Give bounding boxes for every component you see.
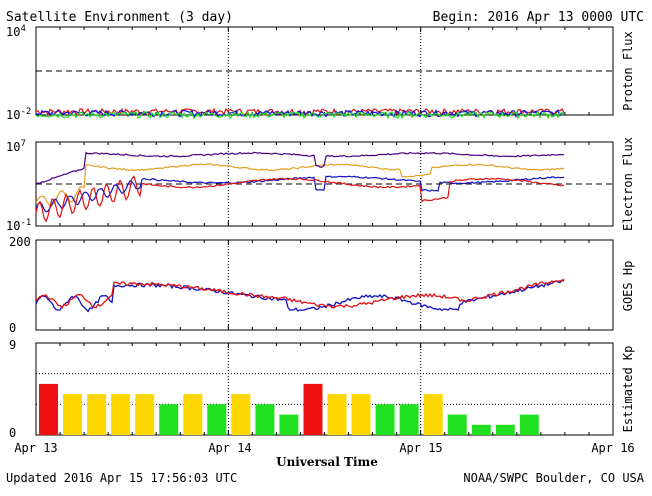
kp-bar — [375, 404, 395, 435]
hp-series-2 — [35, 278, 565, 310]
y-axis-label: Electron Flux — [621, 137, 635, 231]
x-tick-label: Apr 16 — [591, 441, 634, 455]
electron-series-2 — [35, 151, 564, 185]
y-tick-label: 0 — [9, 426, 16, 440]
hp-series-1 — [35, 279, 565, 313]
y-tick-label: 0 — [9, 321, 16, 335]
x-axis-label: Universal Time — [276, 455, 378, 469]
kp-bar — [495, 424, 515, 435]
kp-bar — [231, 394, 251, 435]
kp-bar — [399, 404, 419, 435]
y-axis-label: Proton Flux — [621, 31, 635, 110]
y-axis-label: GOES Hp — [621, 261, 635, 312]
chart-title: Satellite Environment (3 day) — [6, 10, 233, 25]
y-axis-label: Estimated Kp — [621, 346, 635, 433]
kp-bar — [423, 394, 443, 435]
electron-series-4 — [35, 175, 565, 223]
kp-bar — [207, 404, 227, 435]
y-tick-label: 9 — [9, 338, 16, 352]
updated-timestamp: Updated 2016 Apr 15 17:56:03 UTC — [6, 471, 237, 485]
y-tick-exponent: -1 — [20, 218, 31, 228]
y-tick-exponent: 4 — [20, 24, 25, 34]
panel-3: GOES Hp 200 0 — [9, 235, 635, 335]
source-label: NOAA/SWPC Boulder, CO USA — [463, 471, 644, 485]
kp-bar — [279, 414, 299, 435]
kp-bar — [135, 394, 155, 435]
kp-bar — [63, 394, 82, 435]
y-tick-exponent: 7 — [20, 139, 25, 149]
kp-bar — [471, 424, 491, 435]
proton-series-3 — [35, 110, 565, 120]
kp-bar — [39, 383, 58, 435]
x-tick-label: Apr 15 — [399, 441, 442, 455]
begin-label: Begin: 2016 Apr 13 0000 UTC — [433, 10, 644, 25]
kp-bar — [447, 414, 467, 435]
kp-bar — [519, 414, 539, 435]
kp-bar — [183, 394, 203, 435]
kp-bar — [255, 404, 275, 435]
y-tick-exponent: -2 — [20, 107, 31, 117]
kp-bar — [327, 394, 347, 435]
kp-bar — [351, 394, 371, 435]
kp-bar — [111, 394, 131, 435]
panel-4: Estimated Kp 9 0 — [9, 338, 635, 440]
y-tick-label: 200 — [9, 235, 31, 249]
kp-bar — [159, 404, 179, 435]
electron-series-1 — [35, 163, 565, 207]
kp-bar — [87, 394, 107, 435]
x-tick-label: Apr 14 — [208, 441, 251, 455]
x-tick-label: Apr 13 — [14, 441, 57, 455]
kp-bar — [303, 383, 323, 435]
